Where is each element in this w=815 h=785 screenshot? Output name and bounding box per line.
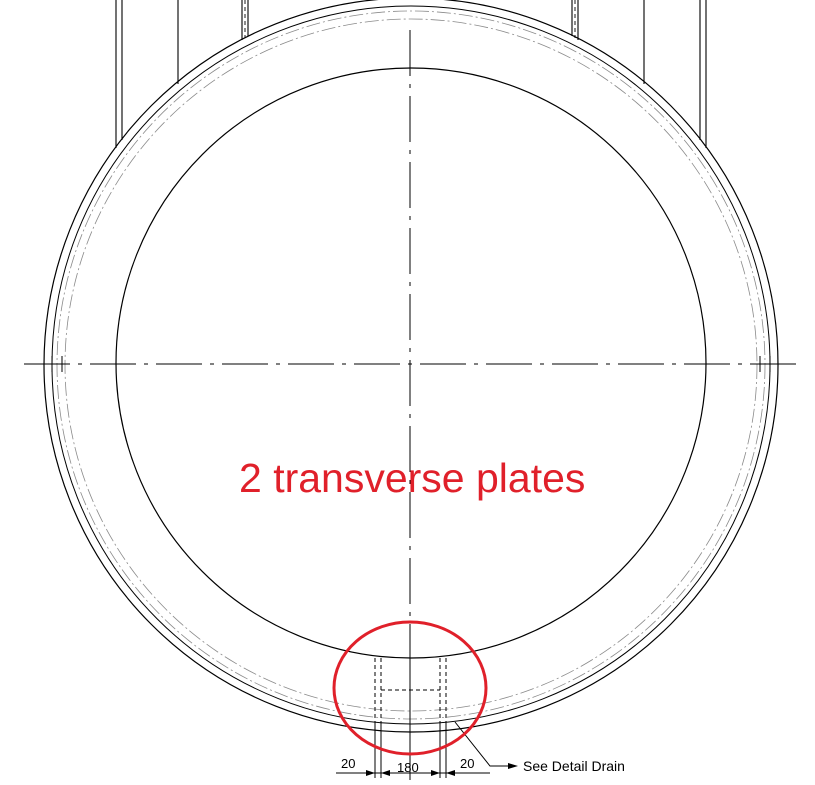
center-line-ticks	[51, 356, 771, 780]
support-legs	[115, 0, 707, 148]
inner-bore-circle	[115, 67, 707, 659]
outer-shell-second-circle	[51, 5, 771, 725]
dashdot-ring-inner	[64, 18, 758, 712]
annotation-label: 2 transverse plates	[239, 455, 585, 501]
transverse-plates	[374, 658, 447, 778]
dim-left-clearance: 20	[341, 756, 355, 771]
highlight-circle	[332, 620, 488, 756]
outer-shell-circle	[43, 0, 779, 733]
arrow-left-plate-right	[381, 770, 390, 776]
center-lines	[24, 30, 798, 660]
leader-arrow	[508, 763, 518, 769]
support-leg-hidden-lines	[244, 0, 576, 38]
arrow-right-plate-right	[446, 770, 455, 776]
detail-callout-label: See Detail Drain	[523, 758, 625, 774]
dimension-arrows	[366, 770, 455, 776]
dim-right-clearance: 20	[460, 756, 474, 771]
arrow-right-plate-left	[431, 770, 440, 776]
dim-center-width: 180	[397, 760, 419, 775]
shell-rings	[43, 0, 779, 733]
dashdot-ring-outer	[56, 10, 766, 720]
detail-leader	[454, 721, 508, 767]
leader-line	[454, 721, 508, 767]
arrow-left-plate-left	[366, 770, 375, 776]
